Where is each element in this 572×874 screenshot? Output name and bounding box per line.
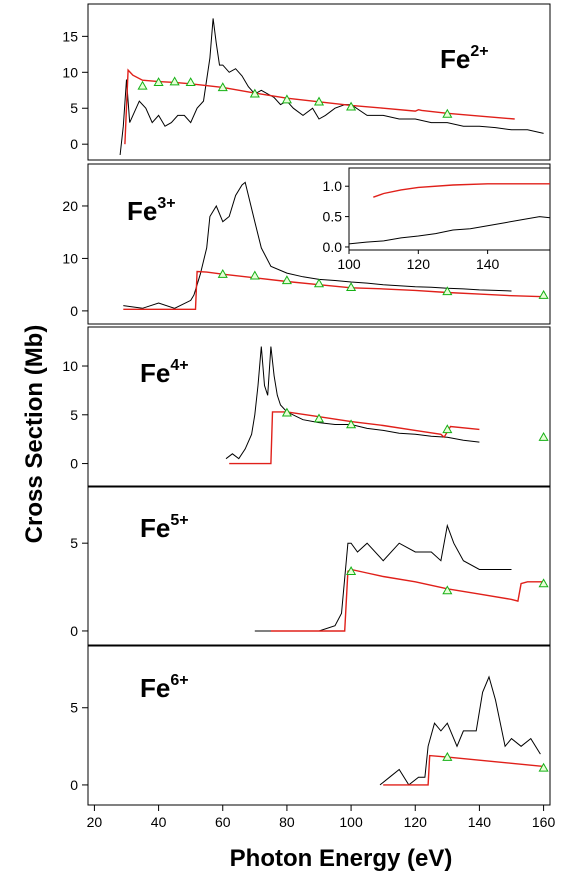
ion-label: Fe4+ [140,357,189,388]
x-tick-label: 40 [151,814,167,830]
data-marker-triangle [313,413,325,423]
panel-frame [87,326,551,487]
calculated-cross-section-line [124,68,515,145]
y-tick-label: 0 [70,303,78,319]
data-marker-triangle [538,762,549,772]
y-tick-label: 5 [70,700,78,716]
panel-fe3plus: 0 10 20 Fe3+ 100 120 140 0.0 0.5 1.0 [62,163,551,325]
data-marker-triangle [313,96,325,106]
ion-label: Fe6+ [140,672,189,703]
panel-frame [87,163,551,325]
data-marker-triangle [281,407,292,417]
y-tick-label: 0 [70,777,78,793]
ion-charge: 3+ [157,195,175,212]
panel-frame [87,486,551,646]
inset-y-tick-label: 1.0 [323,178,343,194]
inset-frame [348,167,551,251]
ion-label: Fe3+ [127,195,176,226]
y-tick-label: 5 [70,100,78,116]
ion-label: Fe5+ [140,512,189,543]
data-marker-triangle [442,585,453,595]
ion-charge: 6+ [170,672,188,689]
inset-y-tick-label: 0.5 [323,209,343,225]
panel-data [225,346,549,465]
x-tick-label: 140 [468,814,492,830]
x-tick-label: 20 [87,814,103,830]
measured-cross-section-line [379,675,541,786]
data-marker-triangle [137,80,148,90]
y-tick-label: 0 [70,136,78,152]
data-marker-triangle [249,88,260,98]
inset-calculated-line [373,183,550,198]
data-marker-triangle [217,82,228,92]
x-tick-label: 160 [532,814,556,830]
inset-measured-line [348,216,551,245]
y-tick-label: 0 [70,456,78,472]
data-marker-triangle [538,578,549,588]
x-tick-label: 80 [279,814,295,830]
data-marker-triangle [346,419,357,429]
data-marker-triangle [538,289,549,299]
y-axis-title: Cross Section (Mb) [21,325,48,544]
data-marker-triangle [217,268,228,278]
x-tick-label: 60 [215,814,231,830]
panel-fe2plus: 0 5 10 15 Fe2+ [62,3,551,161]
y-tick-label: 5 [70,407,78,423]
panel-fe6plus: 0 5 Fe6+ [70,645,551,806]
x-axis: 20 40 60 80 100 120 140 160 [87,805,556,830]
data-marker-triangle [442,424,453,434]
y-tick-label: 5 [70,535,78,551]
panel-data [119,18,544,156]
inset-y-tick-label: 0.0 [323,239,343,255]
panel-frame [87,645,551,806]
calculated-cross-section-line [270,568,544,632]
inset-plot: 100 120 140 0.0 0.5 1.0 [323,167,551,272]
ion-label: Fe2+ [440,43,489,74]
data-marker-triangle [169,76,180,86]
x-axis-title: Photon Energy (eV) [230,845,453,872]
data-marker-triangle [185,77,196,87]
y-tick-label: 0 [70,623,78,639]
measured-cross-section-line [225,346,480,460]
data-marker-triangle [442,751,453,761]
ion-charge: 2+ [470,43,488,60]
y-tick-label: 20 [62,198,78,214]
data-marker-triangle [313,278,325,288]
panel-data [254,523,549,632]
data-marker-triangle [249,270,260,280]
x-tick-label: 120 [404,814,428,830]
measured-cross-section-line [254,523,512,632]
data-marker-triangle [538,432,549,441]
data-marker-triangle [346,282,357,291]
inset-x-tick-label: 100 [337,256,361,272]
panel-data [379,675,549,786]
panel-fe4plus: 0 5 10 Fe4+ [62,326,551,487]
measured-cross-section-line [123,181,512,309]
ion-charge: 5+ [170,512,188,529]
data-marker-triangle [346,101,357,111]
y-tick-label: 10 [62,358,78,374]
inset-x-tick-label: 140 [476,256,500,272]
panel-fe5plus: 0 5 Fe5+ [70,486,551,646]
data-marker-triangle [442,286,453,296]
data-marker-triangle [442,108,453,118]
data-marker-triangle [153,77,164,87]
y-tick-label: 10 [62,250,78,266]
panel-frame [87,3,551,161]
ion-charge: 4+ [170,357,188,374]
data-marker-triangle [281,94,292,104]
calculated-cross-section-line [229,411,480,465]
inset-x-tick-label: 120 [407,256,431,272]
panel-data [123,181,549,310]
data-marker-triangle [346,566,357,575]
calculated-cross-section-line [383,754,544,786]
measured-cross-section-line [119,18,544,156]
y-tick-label: 15 [62,28,78,44]
data-marker-triangle [281,275,292,285]
y-tick-label: 10 [62,64,78,80]
x-tick-label: 100 [339,814,363,830]
